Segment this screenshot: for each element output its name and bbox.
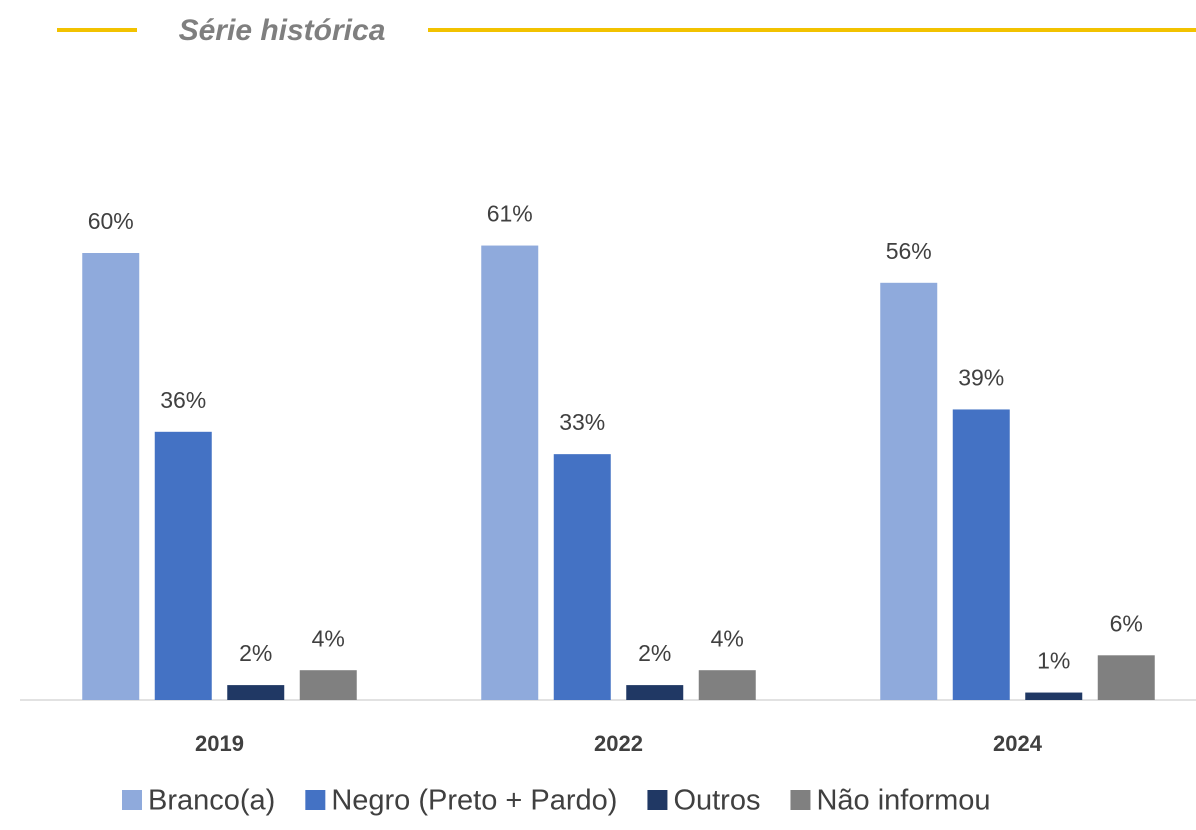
bar (299, 670, 357, 700)
bar (227, 685, 285, 700)
legend-label: Outros (673, 785, 760, 817)
data-label: 4% (711, 625, 744, 651)
legend-swatch (305, 790, 326, 810)
bar (82, 253, 140, 700)
bar (154, 431, 212, 700)
bar (481, 245, 539, 701)
bar (698, 670, 756, 700)
legend-label: Negro (Preto + Pardo) (331, 785, 617, 817)
legend-label: Não informou (816, 785, 990, 817)
x-tick-label: 2024 (993, 731, 1043, 756)
data-label: 6% (1110, 610, 1143, 636)
legend-swatch (790, 790, 811, 810)
data-label: 36% (160, 387, 206, 413)
legend-label: Branco(a) (148, 785, 275, 817)
bar (880, 282, 938, 700)
bar (952, 409, 1010, 700)
data-label: 4% (312, 625, 345, 651)
data-label: 56% (886, 238, 932, 264)
data-label: 39% (958, 365, 1004, 391)
data-label: 60% (88, 208, 134, 234)
data-label: 61% (487, 201, 533, 227)
data-label: 33% (559, 409, 605, 435)
x-tick-label: 2019 (195, 731, 244, 756)
legend-swatch (647, 790, 668, 810)
bar (1097, 655, 1155, 700)
chart-title: Série histórica (179, 14, 386, 47)
data-label: 2% (239, 640, 272, 666)
bar (553, 454, 611, 700)
bar (626, 685, 684, 700)
legend-swatch (122, 790, 142, 810)
x-tick-label: 2022 (594, 731, 643, 756)
data-label: 2% (638, 640, 671, 666)
data-label: 1% (1037, 648, 1070, 674)
bar (1025, 692, 1083, 700)
